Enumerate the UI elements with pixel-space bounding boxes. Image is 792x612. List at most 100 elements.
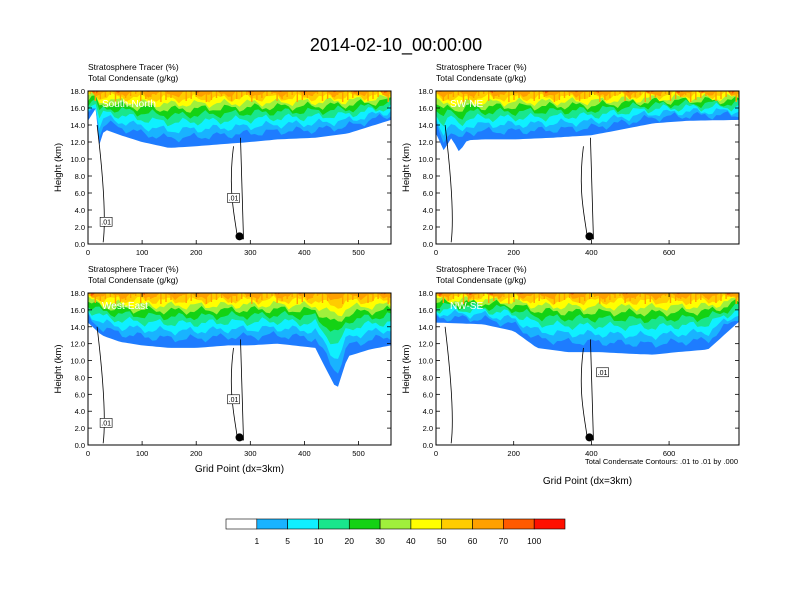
tracer-streak bbox=[281, 91, 283, 99]
y-tick-label: 18.0 bbox=[418, 289, 433, 298]
x-tick-label: 300 bbox=[244, 248, 257, 257]
tracer-streak bbox=[200, 293, 202, 297]
tracer-streak bbox=[241, 293, 243, 299]
tracer-streak bbox=[609, 293, 611, 300]
tracer-streak bbox=[498, 293, 500, 299]
panel-west-east: .01 .01 West-East Stratosphere Tracer (%)To… bbox=[53, 264, 392, 475]
colorbar-swatch bbox=[533, 518, 566, 530]
tracer-streak bbox=[599, 91, 601, 102]
tracer-streak bbox=[205, 293, 208, 304]
tracer-streak bbox=[735, 293, 737, 304]
tracer-streak bbox=[685, 91, 687, 95]
tracer-fill bbox=[88, 293, 391, 387]
tracer-band-9 bbox=[88, 91, 391, 98]
y-tick-label: 0.0 bbox=[75, 441, 85, 450]
contour-line bbox=[96, 124, 105, 243]
tracer-streak bbox=[377, 293, 379, 299]
tracer-streak bbox=[311, 293, 314, 298]
tracer-streak bbox=[503, 293, 505, 297]
tracer-streak bbox=[649, 91, 651, 100]
tracer-streak bbox=[472, 293, 475, 300]
tracer-streak bbox=[382, 91, 384, 95]
tracer-streak bbox=[493, 91, 495, 99]
tracer-streak bbox=[437, 293, 439, 296]
tracer-streak bbox=[518, 293, 520, 300]
tracer-streak bbox=[452, 293, 455, 299]
tracer-streak bbox=[634, 91, 636, 97]
colorbar-swatch bbox=[410, 518, 443, 530]
tracer-streak bbox=[372, 91, 374, 99]
y-tick-label: 2.0 bbox=[423, 424, 433, 433]
tracer-streak bbox=[180, 293, 182, 296]
tracer-streak bbox=[573, 293, 576, 296]
panel-south-north: .01 .01 South-North Stratosphere Tracer (%)… bbox=[53, 62, 392, 257]
plot-frame bbox=[435, 292, 740, 446]
tracer-streak bbox=[437, 91, 439, 94]
tracer-streak bbox=[447, 293, 449, 301]
tracer-streak bbox=[654, 293, 657, 300]
contour-line bbox=[96, 326, 105, 444]
y-tick-label: 0.0 bbox=[75, 240, 85, 249]
colorbar-label: 70 bbox=[499, 536, 509, 546]
tracer-streak bbox=[538, 91, 540, 99]
y-tick-label: 2.0 bbox=[423, 223, 433, 232]
tracer-band-8 bbox=[88, 91, 391, 104]
tracer-streak bbox=[382, 293, 384, 297]
tracer-streak bbox=[256, 293, 258, 302]
colorbar-swatch bbox=[256, 518, 288, 530]
tracer-streak bbox=[296, 293, 298, 304]
y-tick-label: 14.0 bbox=[418, 121, 433, 130]
tracer-streak bbox=[629, 91, 631, 99]
tracer-streak bbox=[296, 91, 298, 102]
x-tick-label: 100 bbox=[136, 449, 149, 458]
x-axis-label: Grid Point (dx=3km) bbox=[543, 476, 632, 487]
y-tick-label: 10.0 bbox=[418, 357, 433, 366]
tracer-streak bbox=[362, 293, 364, 296]
tracer-streak bbox=[236, 91, 238, 99]
y-tick-label: 4.0 bbox=[75, 206, 85, 215]
y-tick-label: 18.0 bbox=[418, 87, 433, 96]
tracer-streak bbox=[442, 91, 444, 101]
tracer-streak bbox=[326, 293, 329, 301]
tracer-streak bbox=[725, 293, 727, 299]
colorbar-swatch bbox=[225, 518, 258, 530]
colorbar-label: 30 bbox=[375, 536, 385, 546]
tracer-streak bbox=[488, 293, 490, 303]
tracer-streak bbox=[185, 293, 187, 303]
y-tick-label: 4.0 bbox=[75, 407, 85, 416]
tracer-streak bbox=[347, 91, 349, 100]
tracer-band-9 bbox=[88, 293, 391, 301]
tracer-streak bbox=[619, 293, 621, 296]
tracer-streak bbox=[291, 293, 293, 297]
tracer-streak bbox=[634, 293, 636, 299]
tracer-streak bbox=[594, 91, 596, 95]
x-tick-label: 300 bbox=[244, 449, 257, 458]
tracer-streak bbox=[563, 91, 566, 98]
tracer-streak bbox=[690, 293, 692, 304]
tracer-streak bbox=[705, 293, 707, 298]
contour-line bbox=[444, 124, 453, 243]
tracer-streak bbox=[140, 91, 142, 101]
y-axis-label: Height (km) bbox=[401, 344, 412, 393]
tracer-streak bbox=[528, 293, 530, 296]
tracer-streak bbox=[89, 293, 91, 296]
tracer-streak bbox=[483, 91, 485, 94]
y-tick-label: 10.0 bbox=[70, 155, 85, 164]
tracer-streak bbox=[337, 91, 339, 95]
tracer-streak bbox=[457, 293, 460, 297]
contour-line bbox=[580, 137, 594, 240]
tracer-streak bbox=[170, 91, 172, 98]
colorbar-swatch bbox=[503, 518, 535, 530]
tracer-streak bbox=[246, 293, 248, 297]
y-tick-label: 12.0 bbox=[418, 138, 433, 147]
tracer-streak bbox=[291, 91, 293, 95]
tracer-streak bbox=[266, 293, 268, 298]
tracer-streak bbox=[508, 91, 510, 102]
y-tick-label: 14.0 bbox=[418, 323, 433, 332]
y-tick-label: 16.0 bbox=[418, 104, 433, 113]
tracer-streak bbox=[276, 293, 278, 303]
tracer-streak bbox=[251, 91, 253, 102]
x-tick-label: 600 bbox=[663, 449, 676, 458]
tracer-streak bbox=[639, 293, 641, 297]
contour-label: .01 bbox=[101, 219, 111, 226]
